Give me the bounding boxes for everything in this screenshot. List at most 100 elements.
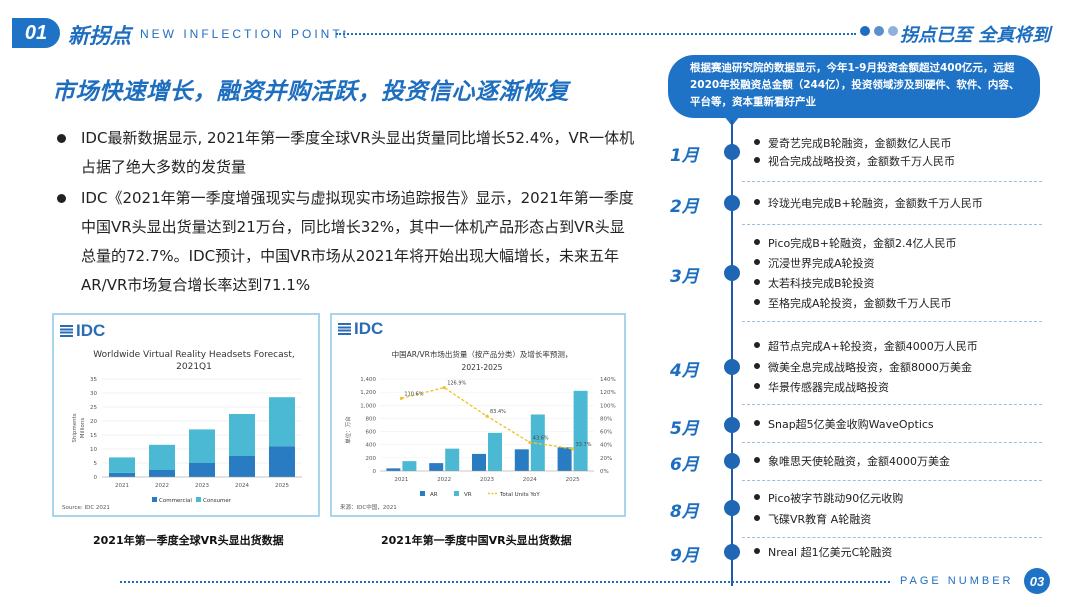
y-tick-label: 0 [373, 469, 377, 475]
y-tick-label: 1,000 [360, 403, 376, 409]
legend-label: Commercial [159, 498, 192, 504]
timeline-event: 至格完成A轮投资，金额数千万人民币 [752, 295, 952, 311]
bar-commercial [109, 472, 135, 477]
idc-logo-icon: IDC [338, 319, 383, 339]
legend-label: Consumer [203, 498, 232, 504]
timeline-separator [742, 537, 1042, 538]
legend-label: AR [430, 492, 438, 498]
timeline-separator [742, 181, 1042, 182]
bar-consumer [229, 414, 255, 456]
timeline-dot [724, 544, 740, 560]
y2-tick-label: 100% [600, 403, 616, 409]
timeline-month: 1月 [670, 146, 699, 166]
timeline-event: Snap超5亿美金收购WaveOptics [752, 416, 934, 432]
x-tick-label: 2025 [275, 483, 289, 489]
y-axis-label: Shipments [72, 413, 78, 442]
bar-consumer [109, 457, 135, 473]
y-tick-label: 15 [90, 433, 97, 439]
y-tick-label: 25 [90, 405, 97, 411]
page-number-label: PAGE NUMBER [900, 575, 1014, 587]
chart-panel-global: IDC Worldwide Virtual Reality Headsets F… [52, 313, 320, 517]
bar-consumer [269, 397, 295, 447]
timeline-dot [724, 359, 740, 375]
bar-vr [402, 461, 417, 471]
y-tick-label: 0 [94, 475, 98, 481]
yoy-data-label: 110.6% [404, 391, 423, 397]
chart-source: 来源：IDC中国，2021 [340, 503, 397, 511]
bar-ar [514, 449, 529, 471]
page-number: 03 [1024, 568, 1050, 594]
y2-tick-label: 20% [600, 456, 612, 462]
global-vr-chart: Worldwide Virtual Reality Headsets Forec… [62, 350, 302, 511]
legend-swatch [152, 497, 157, 502]
bar-consumer [149, 444, 175, 470]
yoy-data-label: 83.4% [490, 409, 506, 415]
bullet-list: IDC最新数据显示, 2021年第一季度全球VR头显出货量同比增长52.4%，V… [55, 124, 635, 300]
timeline-month: 6月 [670, 455, 699, 475]
y2-tick-label: 60% [600, 430, 612, 436]
chart-title: 2021Q1 [176, 362, 212, 372]
chart-source: Source: IDC 2021 [62, 505, 110, 511]
bar-commercial [269, 446, 295, 477]
timeline-month: 2月 [670, 197, 699, 217]
y-tick-label: 1,200 [360, 390, 376, 396]
y-tick-label: 800 [366, 416, 377, 422]
timeline-event: 华景传感器完成战略投资 [752, 379, 889, 395]
y-tick-label: 30 [90, 391, 97, 397]
timeline-separator [742, 480, 1042, 481]
timeline-event: 沉浸世界完成A轮投资 [752, 255, 875, 271]
legend-swatch [420, 491, 425, 496]
china-arvr-chart: 中国AR/VR市场出货量（按产品分类）及增长率预测， 2021-2025 0 200 4… [340, 349, 616, 511]
timeline-month: 3月 [670, 267, 699, 287]
yoy-point [571, 447, 575, 451]
timeline-separator [742, 404, 1042, 405]
x-tick-label: 2024 [235, 483, 249, 489]
y2-tick-label: 120% [600, 390, 616, 396]
timeline-event: 视合完成战略投资，金额数千万人民币 [752, 153, 955, 169]
bar-commercial [189, 463, 215, 477]
bar-commercial [149, 470, 175, 477]
y2-tick-label: 40% [600, 443, 612, 449]
section-subtitle: NEW INFLECTION POINTt [140, 27, 350, 41]
y-tick-label: 35 [90, 377, 97, 383]
bar-vr [445, 448, 460, 471]
y-axis-label: 单位：万台 [344, 416, 352, 444]
y-tick-label: 5 [94, 461, 98, 467]
chart-caption-global: 2021年第一季度全球VR头显出货数据 [93, 534, 284, 547]
investment-callout: 根据赛迪研究院的数据显示，今年1-9月投资金额超过400亿元，远超2020年投融… [668, 55, 1040, 118]
page-title: 市场快速增长，融资并购活跃，投资信心逐渐恢复 [52, 79, 569, 105]
bar-commercial [229, 456, 255, 477]
idc-logo-icon: IDC [60, 321, 105, 341]
timeline-dot [724, 453, 740, 469]
bar-ar [386, 468, 401, 471]
chart-title: 中国AR/VR市场出货量（按产品分类）及增长率预测， [392, 349, 573, 359]
y-tick-label: 400 [366, 443, 377, 449]
y-tick-label: 20 [90, 419, 97, 425]
footer-divider [120, 581, 890, 583]
x-tick-label: 2024 [523, 477, 537, 483]
timeline-dot [724, 417, 740, 433]
chart-panel-china: IDC 中国AR/VR市场出货量（按产品分类）及增长率预测， 2021-2025 0… [330, 313, 626, 517]
y2-tick-label: 0% [600, 469, 609, 475]
y-tick-label: 10 [90, 447, 97, 453]
timeline-event: 象唯思天使轮融资，金额4000万美金 [752, 453, 950, 469]
timeline-dot [724, 144, 740, 160]
yoy-data-label: 126.9% [447, 381, 466, 387]
bar-ar [472, 453, 486, 471]
timeline-line [731, 120, 733, 586]
y-tick-label: 600 [366, 430, 377, 436]
x-tick-label: 2023 [195, 483, 209, 489]
timeline-month: 9月 [670, 546, 699, 566]
yoy-point [399, 396, 403, 400]
bar-ar [429, 463, 444, 471]
timeline-event: 飞碟VR教育 A轮融资 [752, 511, 871, 527]
y2-tick-label: 80% [600, 416, 612, 422]
timeline-event: Pico被字节跳动90亿元收购 [752, 490, 903, 506]
timeline-separator [742, 442, 1042, 443]
y-axis-label: Millions [80, 418, 86, 439]
timeline-month: 8月 [670, 502, 699, 522]
yoy-data-label: 43.6% [533, 435, 549, 441]
legend-swatch [454, 491, 459, 496]
yoy-data-label: 33.7% [576, 442, 592, 448]
y2-tick-label: 140% [600, 377, 616, 383]
